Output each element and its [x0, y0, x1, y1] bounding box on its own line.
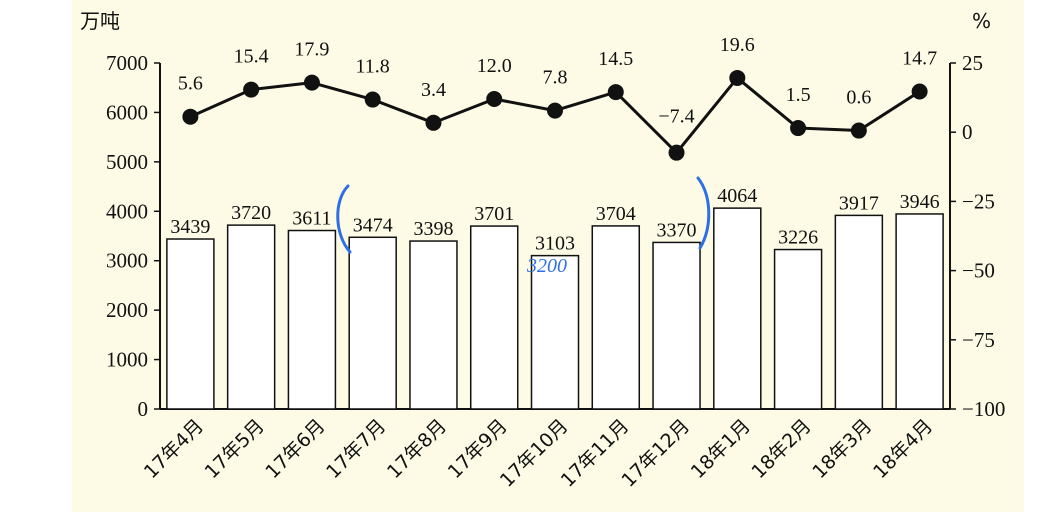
- growth-point: [668, 144, 685, 161]
- bar-value-label: 3103: [535, 233, 575, 255]
- bar: [469, 225, 519, 410]
- bar: [226, 224, 276, 410]
- bars: [166, 207, 944, 410]
- category-label: 18年2月: [748, 415, 816, 483]
- bar: [166, 238, 215, 410]
- bar-value-label: 3701: [474, 203, 514, 225]
- bar-line-chart: 0 1000 2000 3000 4000 5000 6000 7000 25 0 −25 −50 −7…: [80, 9, 1005, 492]
- category-label: 18年4月: [869, 415, 937, 483]
- bar-value-label: 3370: [657, 219, 697, 241]
- growth-value-label: 5.6: [178, 73, 203, 95]
- right-tick-label: 0: [962, 120, 973, 144]
- growth-point: [303, 74, 320, 91]
- right-tick-label: −75: [962, 328, 995, 352]
- bar: [530, 254, 580, 410]
- growth-value-label: 0.6: [846, 87, 871, 109]
- growth-value-label: 11.8: [356, 56, 390, 78]
- right-tick-label: −100: [962, 397, 1005, 421]
- bar-value-label: 3398: [413, 218, 453, 240]
- category-label: 18年3月: [808, 415, 876, 483]
- left-tick-label: 2000: [106, 298, 148, 322]
- chart-container: 0 1000 2000 3000 4000 5000 6000 7000 25 0 −25 −50 −7…: [72, 0, 1024, 512]
- bar-value-label: 3226: [778, 227, 818, 249]
- bar-value-label: 3611: [292, 208, 331, 230]
- growth-labels: 5.6 15.4 17.9 11.8 3.4 12.0 7.8 14.5 −7.4 19.6 1.5…: [178, 34, 937, 128]
- handwritten-value: 3200: [526, 255, 567, 277]
- growth-point: [547, 102, 563, 119]
- bar-value-label: 3439: [170, 216, 210, 238]
- growth-point: [425, 114, 442, 131]
- growth-value-label: −7.4: [658, 106, 694, 128]
- category-label: 17年6月: [261, 415, 329, 483]
- bar: [348, 236, 397, 410]
- left-tick-label: 6000: [106, 100, 148, 124]
- growth-point: [243, 81, 260, 98]
- bar: [652, 241, 701, 410]
- growth-point: [607, 84, 624, 101]
- left-unit-label: 万吨: [80, 9, 120, 33]
- growth-value-label: 12.0: [477, 55, 512, 77]
- growth-value-label: 15.4: [234, 46, 269, 68]
- left-bracket-mark: [336, 184, 352, 254]
- bar-value-label: 3720: [231, 202, 271, 224]
- right-unit-label: %: [972, 9, 991, 33]
- bar-labels: 3439 3720 3611 3474 3398 3701 3103 3704 3370 4064…: [170, 185, 939, 255]
- growth-value-label: 14.5: [598, 48, 633, 70]
- growth-value-label: 1.5: [786, 84, 811, 106]
- category-label: 17年4月: [140, 415, 208, 483]
- growth-point: [790, 120, 807, 137]
- category-labels: 17年4月17年5月17年6月17年7月17年8月17年9月17年10月17年1…: [140, 415, 937, 492]
- right-bracket-mark: [696, 176, 711, 250]
- handwritten-annotations: 3200: [336, 176, 711, 277]
- category-label: 17年7月: [322, 415, 390, 483]
- left-tick-label: 4000: [106, 199, 148, 223]
- growth-point: [364, 91, 381, 108]
- growth-value-label: 17.9: [294, 39, 329, 61]
- bar: [773, 248, 823, 410]
- left-tick-label: 1000: [106, 348, 148, 372]
- right-tick-label: −25: [962, 189, 995, 213]
- right-tick-label: −50: [962, 259, 995, 283]
- category-label: 17年5月: [201, 415, 269, 483]
- bar-value-label: 3474: [353, 214, 393, 236]
- growth-value-label: 19.6: [720, 34, 755, 56]
- axes: 0 1000 2000 3000 4000 5000 6000 7000 25 0 −25 −50 −7…: [80, 9, 1005, 421]
- bar: [591, 225, 641, 410]
- growth-point: [850, 122, 867, 139]
- bar-value-label: 4064: [717, 185, 757, 207]
- bar-value-label: 3704: [596, 203, 636, 225]
- left-tick-label: 0: [138, 397, 149, 421]
- growth-value-label: 3.4: [421, 79, 446, 101]
- growth-point: [486, 90, 503, 107]
- bar: [287, 229, 337, 410]
- bar: [409, 240, 458, 410]
- growth-point: [911, 83, 928, 100]
- left-tick-label: 7000: [106, 51, 148, 75]
- growth-point: [182, 108, 199, 125]
- bar: [834, 214, 884, 410]
- bar: [895, 213, 944, 410]
- left-tick-label: 5000: [106, 150, 148, 174]
- bar-value-label: 3917: [839, 192, 879, 214]
- bar: [713, 207, 762, 410]
- growth-line: [182, 69, 928, 161]
- category-label: 17年8月: [383, 415, 451, 483]
- left-tick-label: 3000: [106, 249, 148, 273]
- bar-value-label: 3946: [900, 191, 940, 213]
- category-label: 18年1月: [687, 415, 755, 483]
- growth-value-label: 14.7: [902, 48, 937, 70]
- right-tick-label: 25: [962, 51, 983, 75]
- growth-point: [729, 69, 746, 86]
- growth-value-label: 7.8: [543, 67, 568, 89]
